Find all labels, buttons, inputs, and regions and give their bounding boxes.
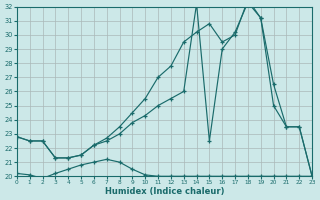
X-axis label: Humidex (Indice chaleur): Humidex (Indice chaleur) bbox=[105, 187, 224, 196]
